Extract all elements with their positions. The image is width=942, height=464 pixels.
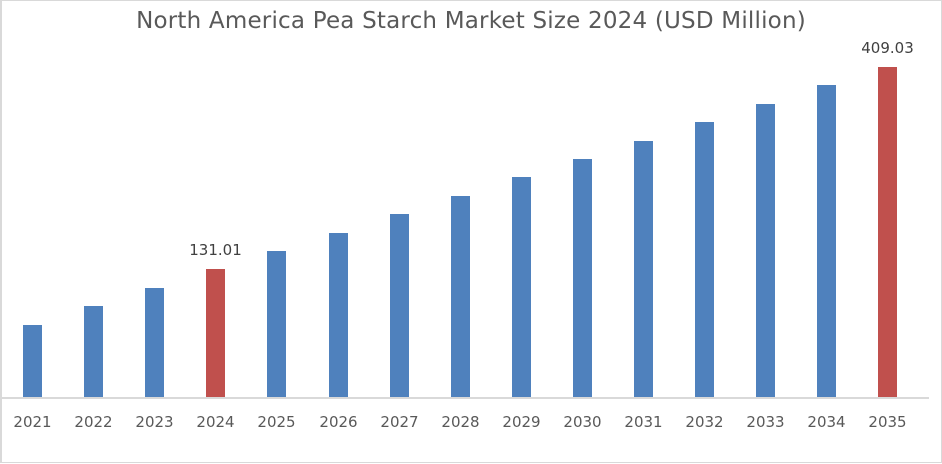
bar-2033	[756, 104, 775, 397]
x-tick-label: 2023	[135, 413, 174, 431]
x-tick-label: 2029	[502, 413, 541, 431]
data-label-2024: 131.01	[189, 241, 242, 259]
x-tick-label: 2028	[441, 413, 480, 431]
x-tick-label: 2024	[196, 413, 235, 431]
x-tick-label: 2033	[746, 413, 785, 431]
x-tick-label: 2027	[380, 413, 419, 431]
bar-2022	[84, 306, 103, 397]
data-label-2035: 409.03	[861, 39, 914, 57]
x-tick-label: 2035	[868, 413, 907, 431]
bar-2024	[206, 269, 225, 397]
bar-2021	[23, 325, 42, 397]
bar-2030	[573, 159, 592, 397]
x-tick-label: 2032	[685, 413, 724, 431]
x-tick-label: 2021	[13, 413, 52, 431]
bar-2035	[878, 67, 897, 397]
bar-2028	[451, 196, 470, 397]
x-tick-label: 2034	[807, 413, 846, 431]
x-tick-label: 2022	[74, 413, 113, 431]
bar-2031	[634, 141, 653, 397]
bar-2032	[695, 122, 714, 397]
x-tick-label: 2026	[319, 413, 358, 431]
bar-2025	[267, 251, 286, 397]
bar-2029	[512, 177, 531, 397]
bar-2026	[329, 233, 348, 397]
x-tick-label: 2031	[624, 413, 663, 431]
bar-2023	[145, 288, 164, 397]
x-tick-label: 2030	[563, 413, 602, 431]
x-axis-line	[2, 397, 929, 399]
bar-2027	[390, 214, 409, 397]
chart-title: North America Pea Starch Market Size 202…	[136, 8, 806, 34]
bar-2034	[817, 85, 836, 397]
x-tick-label: 2025	[257, 413, 296, 431]
